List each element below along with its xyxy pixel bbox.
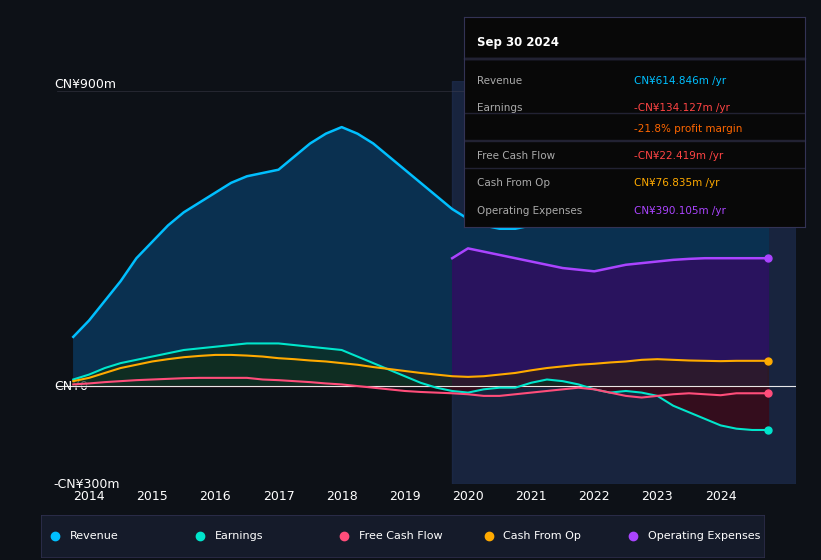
Text: Operating Expenses: Operating Expenses bbox=[478, 206, 583, 216]
Text: CN¥900m: CN¥900m bbox=[54, 78, 116, 91]
Text: -CN¥134.127m /yr: -CN¥134.127m /yr bbox=[635, 103, 730, 113]
Text: Free Cash Flow: Free Cash Flow bbox=[359, 531, 443, 541]
Text: Revenue: Revenue bbox=[478, 76, 523, 86]
Text: Sep 30 2024: Sep 30 2024 bbox=[478, 36, 559, 49]
Text: CN¥0: CN¥0 bbox=[54, 380, 88, 393]
Text: Free Cash Flow: Free Cash Flow bbox=[478, 151, 556, 161]
Text: CN¥614.846m /yr: CN¥614.846m /yr bbox=[635, 76, 727, 86]
Text: CN¥76.835m /yr: CN¥76.835m /yr bbox=[635, 179, 720, 189]
Text: -CN¥22.419m /yr: -CN¥22.419m /yr bbox=[635, 151, 723, 161]
Text: Operating Expenses: Operating Expenses bbox=[648, 531, 760, 541]
Bar bbox=[452, 81, 796, 484]
Text: -CN¥300m: -CN¥300m bbox=[54, 478, 120, 491]
Text: -21.8% profit margin: -21.8% profit margin bbox=[635, 124, 743, 134]
Text: Earnings: Earnings bbox=[214, 531, 263, 541]
Text: Revenue: Revenue bbox=[70, 531, 119, 541]
Text: Earnings: Earnings bbox=[478, 103, 523, 113]
Text: Cash From Op: Cash From Op bbox=[503, 531, 581, 541]
Text: CN¥390.105m /yr: CN¥390.105m /yr bbox=[635, 206, 726, 216]
Text: Cash From Op: Cash From Op bbox=[478, 179, 551, 189]
